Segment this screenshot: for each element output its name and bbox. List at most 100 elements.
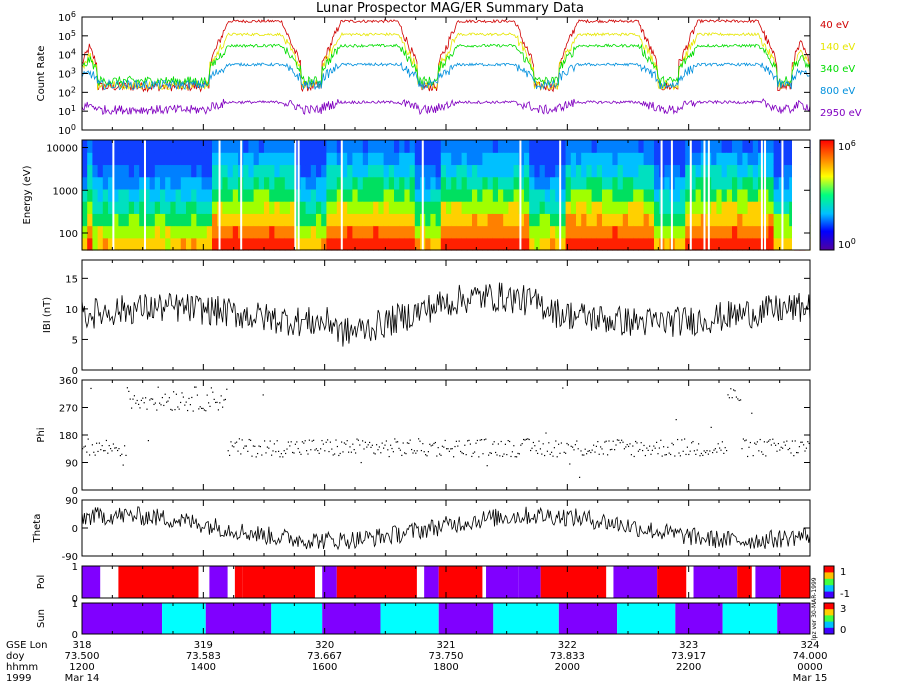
spectrogram-cell — [602, 176, 608, 190]
phi-point — [262, 394, 264, 396]
spectrogram-cell — [726, 213, 733, 227]
spectrogram-cell — [477, 176, 483, 190]
phi-point — [495, 451, 497, 454]
phi-point — [236, 441, 238, 443]
spectrogram-cell — [773, 225, 780, 239]
spectrogram-cell — [716, 176, 723, 190]
spectrogram-cell — [191, 164, 197, 178]
spectrogram-cell — [534, 152, 541, 166]
phi-point — [160, 404, 162, 406]
spectrogram-cell — [290, 213, 296, 227]
sun-colorbar-band — [824, 615, 834, 623]
spectrogram-cell — [477, 140, 483, 153]
spectrogram-cell — [726, 152, 733, 166]
spectrogram-cell — [316, 140, 322, 153]
phi-point — [439, 453, 441, 455]
sun-colorbar-top: 3 — [840, 604, 846, 615]
phi-point — [611, 448, 613, 451]
data-gap — [143, 140, 146, 250]
spectrogram-cell — [373, 201, 379, 214]
phi-point — [793, 455, 795, 457]
spectrogram-cell — [747, 176, 754, 190]
phi-point — [748, 446, 750, 448]
phi-point — [195, 386, 197, 388]
spectrogram-cell — [617, 237, 624, 251]
spectrogram-cell — [763, 188, 769, 202]
phi-point — [324, 450, 326, 452]
spectrogram-cell — [326, 164, 333, 178]
spectrogram-cell — [290, 237, 296, 251]
spectrogram-cell — [482, 237, 489, 251]
spectrogram-cell — [685, 176, 691, 190]
sun-colorbar — [823, 602, 835, 635]
spectrogram-cell — [576, 140, 582, 153]
spectrogram-cell — [440, 164, 447, 178]
spectrogram-cell — [352, 213, 359, 227]
spectrogram-cell — [212, 201, 218, 214]
phi-point — [352, 443, 354, 445]
spectrogram-cell — [721, 201, 728, 214]
spectrogram-cell — [128, 237, 135, 251]
spectrogram-cell — [711, 237, 717, 251]
phi-point — [777, 442, 779, 445]
spectrogram-cell — [82, 164, 88, 178]
phi-point — [338, 454, 340, 457]
spectrogram-cell — [763, 164, 769, 178]
spectrogram-cell — [664, 140, 671, 153]
spectrogram-cell — [576, 213, 582, 227]
phi-point — [705, 451, 707, 454]
spectrogram-cell — [232, 188, 239, 202]
spectrogram-cell — [560, 140, 567, 153]
spectrogram-cell — [160, 213, 166, 227]
y-tick-label: 0 — [72, 524, 78, 535]
spectrogram-cell — [175, 152, 182, 166]
spectrogram-cell — [726, 237, 733, 251]
spectrogram-cell — [498, 225, 504, 239]
spectrogram-cell — [357, 176, 364, 190]
spectrogram-cell — [612, 237, 619, 251]
spectrogram-cell — [186, 164, 192, 178]
spectrogram-cell — [482, 164, 489, 178]
spectrogram-cell — [336, 201, 343, 214]
spectrogram-cell — [435, 176, 442, 190]
phi-point — [131, 407, 133, 409]
spectrogram-cell — [529, 188, 535, 202]
spectrogram-cell — [87, 201, 93, 214]
phi-point — [612, 440, 614, 442]
phi-point — [115, 447, 117, 449]
spectrogram-cell — [633, 140, 639, 153]
legend-2: 340 eV — [820, 64, 855, 75]
spectrogram-cell — [503, 201, 509, 214]
spectrogram-cell — [97, 164, 104, 178]
spectrogram-cell — [212, 188, 218, 202]
spectrogram-cell — [539, 201, 546, 214]
spectrogram-cell — [513, 201, 520, 214]
spectrogram-cell — [763, 225, 769, 239]
time-row-label-1: doy — [6, 651, 24, 662]
spectrogram-cell — [742, 225, 749, 239]
spectrogram-cell — [368, 188, 374, 202]
spectrogram-cell — [513, 225, 520, 239]
spectrogram-cell — [451, 225, 457, 239]
phi-point — [443, 446, 445, 448]
spectrogram-cell — [383, 188, 390, 202]
spectrogram-cell — [654, 201, 660, 214]
y-tick-label: 100 — [58, 123, 76, 137]
phi-point — [453, 456, 455, 458]
spectrogram-cell — [212, 140, 218, 153]
spectrogram-cell — [269, 140, 275, 153]
spectrogram-cell — [518, 152, 525, 166]
phi-point — [647, 449, 649, 452]
data-gap — [421, 140, 424, 250]
phi-point — [349, 446, 351, 448]
spectrogram-cell — [529, 176, 535, 190]
spectrogram-cell — [435, 213, 442, 227]
spectrogram-cell — [472, 188, 478, 202]
spectrogram-cell — [581, 176, 587, 190]
y-tick-label: 102 — [58, 85, 76, 99]
phi-point — [209, 405, 211, 407]
spectrogram-cell — [264, 213, 270, 227]
spectrogram-cell — [477, 237, 483, 251]
spectrogram-cell — [726, 201, 733, 214]
spectrogram-cell — [440, 152, 447, 166]
